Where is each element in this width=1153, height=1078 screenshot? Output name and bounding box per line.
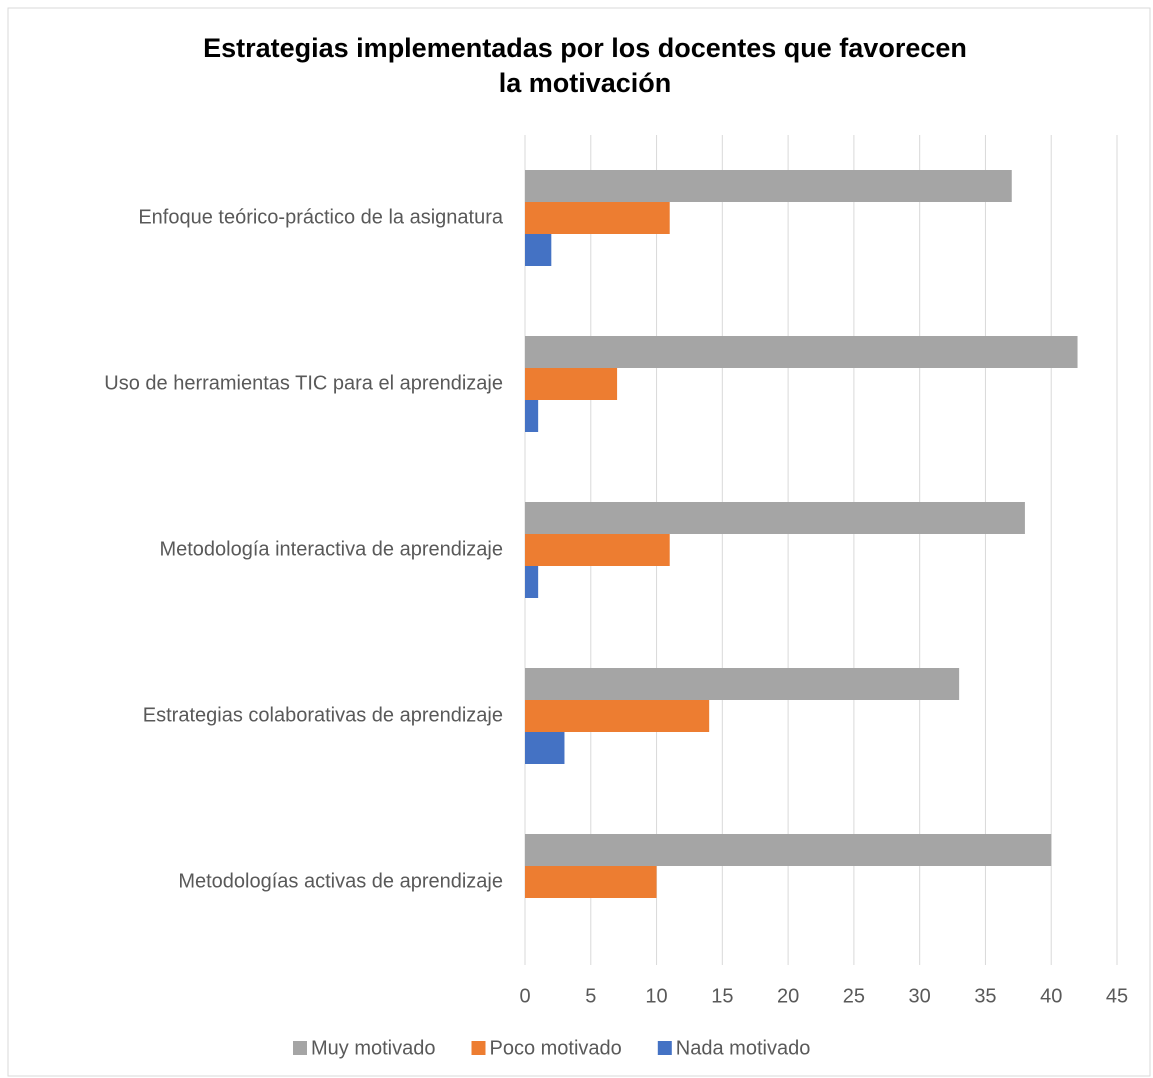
bar: [525, 700, 710, 732]
bar: [525, 234, 552, 266]
bar: [525, 502, 1025, 534]
bar: [525, 732, 565, 764]
bar: [525, 400, 539, 432]
bar: [525, 336, 1078, 368]
x-tick-label: 40: [1040, 985, 1062, 1007]
x-tick-label: 30: [909, 985, 931, 1007]
bar: [525, 368, 618, 400]
bar: [525, 534, 670, 566]
x-tick-label: 45: [1106, 985, 1128, 1007]
y-tick-label: Estrategias colaborativas de aprendizaje: [143, 704, 503, 726]
bar: [525, 202, 670, 234]
legend-swatch: [471, 1041, 486, 1055]
legend-label: Poco motivado: [490, 1037, 622, 1059]
bar: [525, 566, 539, 598]
chart-title: Estrategias implementadas por los docent…: [203, 33, 967, 63]
y-tick-label: Uso de herramientas TIC para el aprendiz…: [104, 372, 503, 394]
legend-swatch: [657, 1041, 672, 1055]
x-tick-label: 5: [585, 985, 596, 1007]
bar: [525, 170, 1012, 202]
legend-label: Nada motivado: [676, 1037, 811, 1059]
chart-title: la motivación: [499, 68, 672, 98]
y-tick-label: Enfoque teórico-práctico de la asignatur…: [138, 206, 504, 228]
bar: [525, 668, 960, 700]
x-tick-label: 25: [843, 985, 865, 1007]
bar: [525, 834, 1052, 866]
x-tick-label: 10: [645, 985, 667, 1007]
x-tick-label: 15: [711, 985, 733, 1007]
bar: [525, 866, 657, 898]
x-tick-label: 35: [974, 985, 996, 1007]
y-tick-label: Metodologías activas de aprendizaje: [178, 870, 503, 892]
legend-swatch: [293, 1041, 307, 1055]
y-tick-label: Metodología interactiva de aprendizaje: [159, 538, 503, 560]
x-tick-label: 20: [777, 985, 799, 1007]
legend-label: Muy motivado: [311, 1037, 436, 1059]
x-tick-label: 0: [519, 985, 530, 1007]
